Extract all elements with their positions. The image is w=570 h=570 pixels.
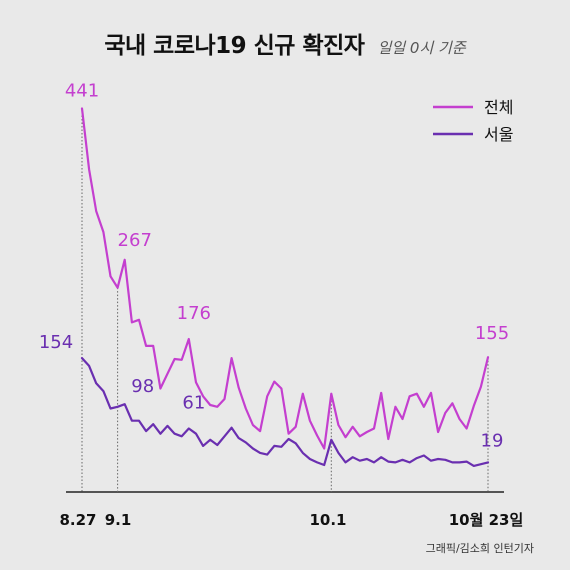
data-label-seoul: 19	[481, 430, 504, 451]
series-line-seoul	[80, 357, 490, 467]
x-tick-label: 8.27	[59, 511, 96, 529]
chart-title: 국내 코로나19 신규 확진자	[104, 33, 365, 59]
series-line-total	[80, 107, 490, 450]
data-label-total: 155	[475, 323, 509, 344]
data-label-total: 441	[65, 81, 99, 102]
chart-title-block: 국내 코로나19 신규 확진자 일일 0시 기준	[0, 26, 570, 60]
data-label-total: 176	[177, 303, 211, 324]
data-label-seoul: 61	[182, 393, 205, 414]
legend-label-total: 전체	[484, 98, 513, 117]
x-tick-label: 10월 23일	[449, 511, 524, 529]
data-label-seoul: 98	[131, 376, 154, 397]
x-tick-label: 9.1	[105, 511, 132, 529]
data-label-seoul: 154	[39, 332, 73, 353]
data-label-total: 267	[118, 230, 152, 251]
legend-label-seoul: 서울	[484, 125, 513, 144]
chart-subtitle: 일일 0시 기준	[377, 39, 466, 57]
x-tick-label: 10.1	[309, 511, 346, 529]
graphic-credit: 그래픽/김소희 인턴기자	[425, 542, 534, 555]
